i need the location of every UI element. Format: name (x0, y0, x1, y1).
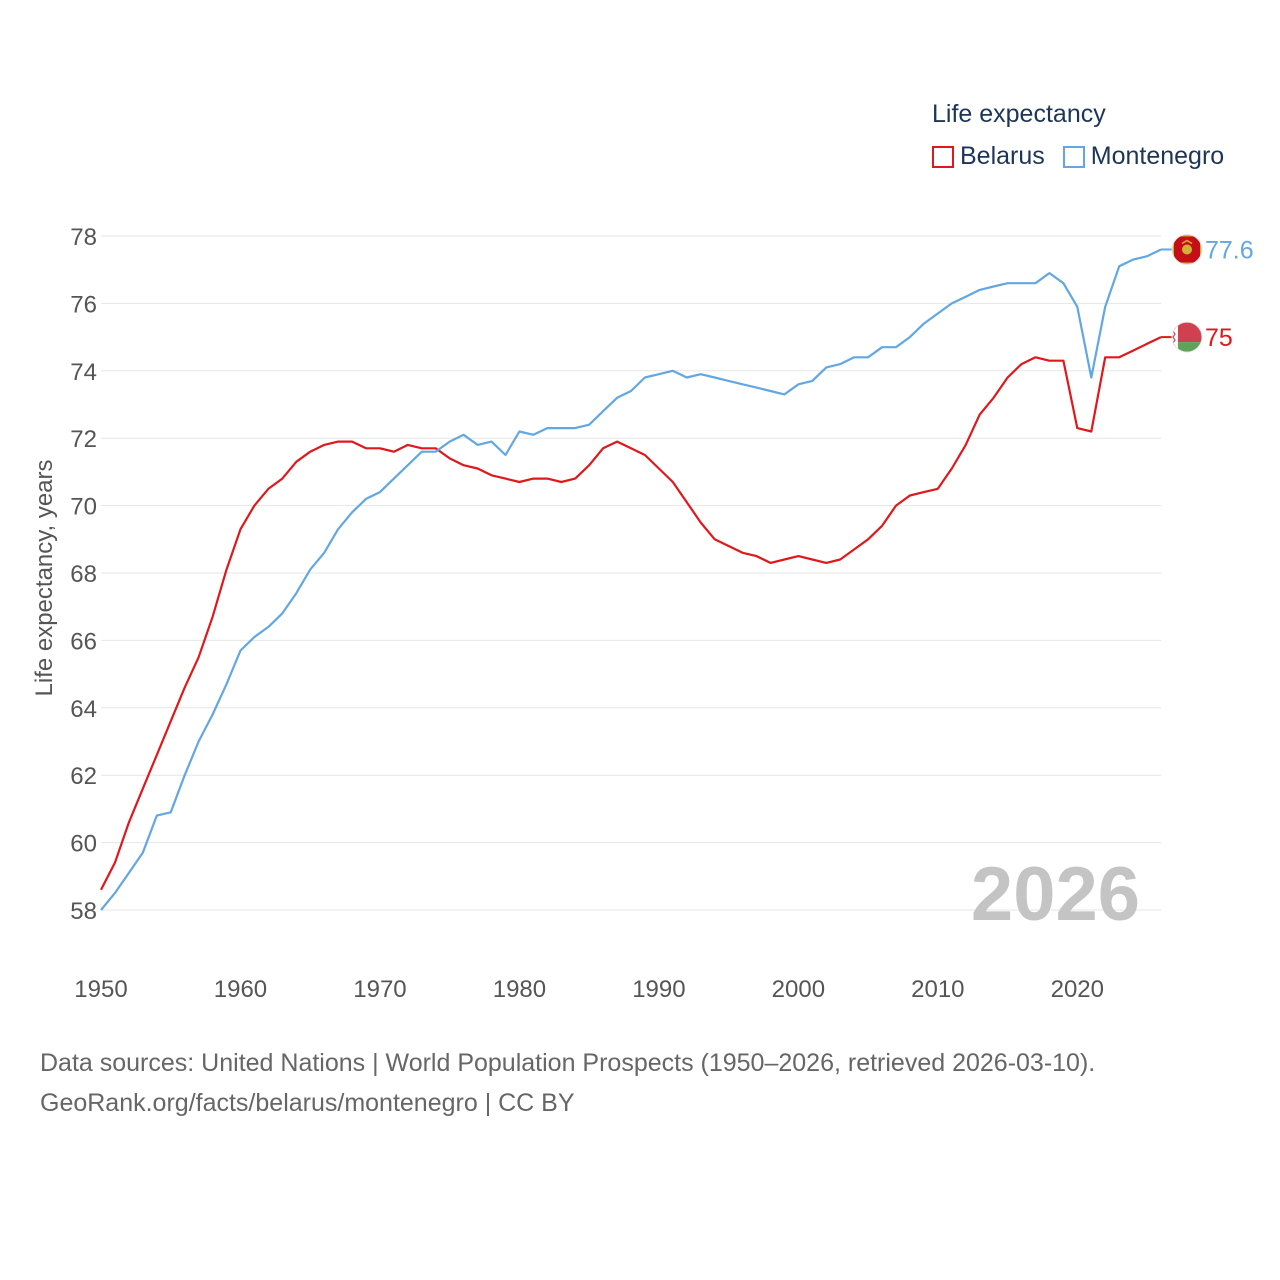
legend: Belarus Montenegro (932, 142, 1242, 171)
y-tick-label: 72 (70, 426, 97, 453)
series-end-markers: 75 77.6 (1161, 233, 1254, 353)
x-tick-label: 2000 (772, 976, 825, 1003)
legend-swatch-montenegro (1062, 145, 1085, 168)
series-lines (100, 248, 1162, 911)
attribution-text: GeoRank.org/facts/belarus/montenegro | C… (40, 1089, 575, 1117)
y-tick-label: 78 (70, 224, 97, 251)
legend-item-belarus[interactable]: Belarus (932, 142, 1045, 171)
x-tick-label: 1980 (493, 976, 546, 1003)
y-tick-label: 62 (70, 763, 97, 790)
y-tick-label: 68 (70, 561, 97, 588)
x-tick-label: 1950 (74, 976, 127, 1003)
y-tick-label: 74 (70, 359, 97, 386)
series-line-belarus (100, 336, 1162, 891)
x-tick-label: 2020 (1051, 976, 1104, 1003)
year-watermark: 2026 (971, 852, 1140, 937)
legend-label-belarus: Belarus (960, 142, 1045, 170)
gridlines (101, 235, 1161, 911)
y-axis-ticks: 58 60 62 64 66 68 70 72 74 76 78 (70, 224, 97, 925)
legend-title: Life expectancy (932, 100, 1106, 128)
x-tick-label: 1960 (214, 976, 267, 1003)
y-tick-label: 76 (70, 291, 97, 318)
x-tick-label: 1990 (632, 976, 685, 1003)
x-tick-label: 2010 (911, 976, 964, 1003)
legend-label-montenegro: Montenegro (1090, 142, 1225, 170)
end-value-label-belarus: 75 (1205, 324, 1233, 352)
y-axis-label: Life expectancy, years (31, 459, 58, 696)
y-tick-label: 70 (70, 494, 97, 521)
legend-item-montenegro[interactable]: Montenegro (1062, 142, 1225, 171)
series-line-montenegro (100, 248, 1162, 911)
footer: Data sources: United Nations | World Pop… (40, 1043, 1095, 1123)
x-axis-ticks: 1950 1960 1970 1980 1990 2000 2010 2020 (74, 976, 1104, 1003)
y-tick-label: 66 (70, 628, 97, 655)
montenegro-flag-icon (1171, 233, 1203, 265)
data-source-text: Data sources: United Nations | World Pop… (40, 1049, 1096, 1077)
belarus-flag-icon (1171, 321, 1203, 353)
y-tick-label: 58 (70, 898, 97, 925)
end-value-label-montenegro: 77.6 (1205, 236, 1254, 264)
y-tick-label: 64 (70, 696, 97, 723)
legend-swatch-belarus (932, 145, 954, 168)
x-tick-label: 1970 (353, 976, 406, 1003)
y-tick-label: 60 (70, 831, 97, 858)
